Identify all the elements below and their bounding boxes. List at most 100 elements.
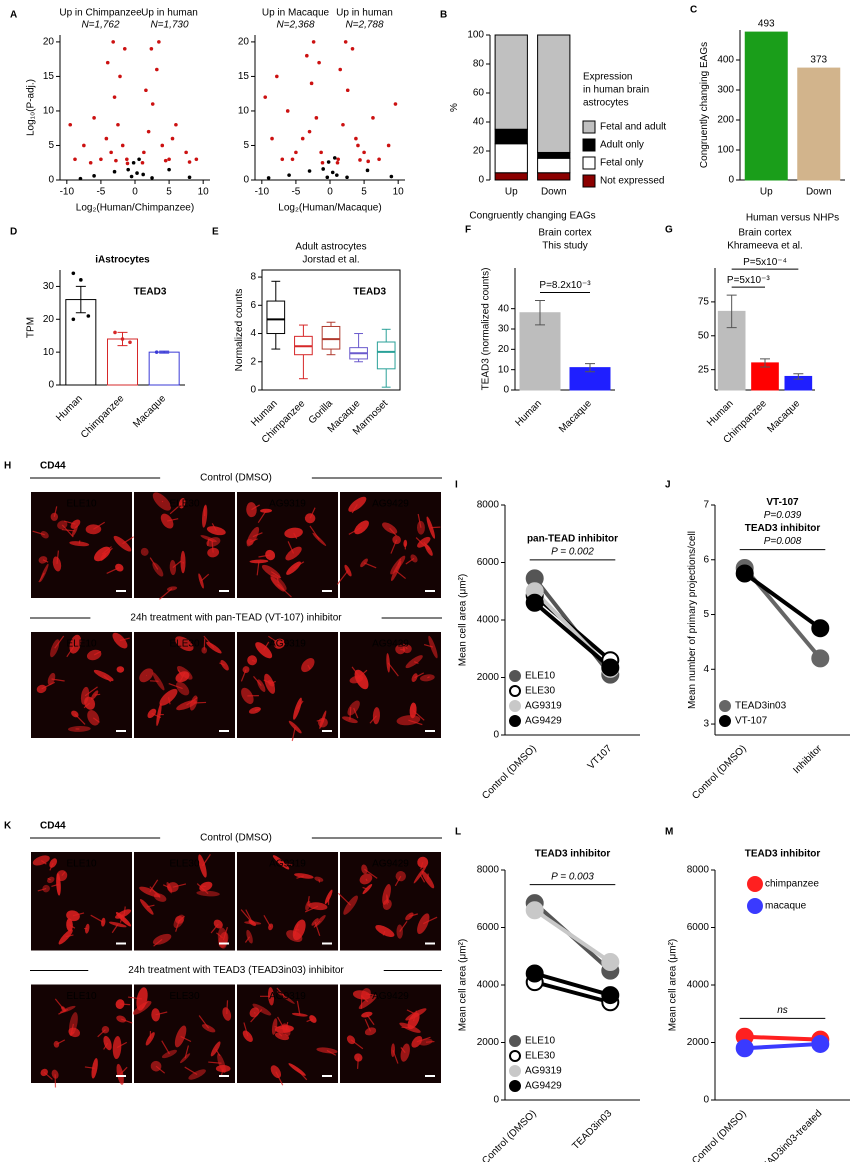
legend-label: VT-107 (735, 716, 768, 727)
y-tick-label: 2000 (687, 1037, 710, 1048)
series-count: N=1,762 (81, 20, 120, 31)
point (263, 95, 268, 99)
legend-marker (509, 670, 521, 682)
bar-segment (537, 151, 571, 159)
cell-process (365, 878, 368, 882)
x-tick-label: -10 (60, 187, 75, 198)
micrograph (340, 984, 441, 1083)
y-tick-label: 20 (43, 37, 55, 48)
bar-segment (537, 157, 571, 174)
point (341, 122, 345, 127)
cell-process (336, 570, 349, 585)
cell-line-label: ELE10 (66, 639, 96, 650)
cell-process (293, 561, 305, 569)
stain-label: CD44 (40, 821, 66, 832)
legend-swatch (582, 138, 596, 152)
cell-process (423, 643, 434, 648)
cell-shape (252, 1003, 272, 1016)
cell-process (399, 920, 408, 932)
y-axis-label: Congruently changing EAGs (699, 42, 710, 168)
cell-process (296, 700, 304, 710)
point (160, 143, 165, 148)
x-tick-label: Control (DMSO) (480, 743, 538, 801)
cell-shape (210, 1041, 221, 1057)
comparison-label: P=5x10⁻⁴ (743, 257, 787, 268)
point (174, 122, 178, 127)
cell-process (90, 914, 104, 923)
cell-process (32, 530, 45, 536)
data-point (86, 314, 91, 318)
point (163, 158, 168, 163)
cell-process (106, 567, 120, 574)
cell-line-label: ELE30 (169, 499, 199, 510)
x-tick-label: Control (DMSO) (690, 743, 748, 801)
panel-letter: H (4, 461, 11, 472)
cell-process (349, 707, 352, 720)
point (150, 102, 155, 106)
cell-process (306, 1018, 314, 1023)
y-tick-label: 80 (473, 59, 485, 70)
cell-process (412, 709, 425, 721)
cell-process (94, 693, 101, 696)
cell-process (181, 639, 185, 644)
data-point (120, 337, 125, 341)
cell-process (201, 854, 211, 867)
cell-line-label: ELE10 (66, 499, 96, 510)
panel-title: TEAD3 inhibitor (745, 849, 821, 860)
legend-label: ELE30 (525, 686, 555, 697)
cell-process (122, 536, 135, 545)
cell-line-label: AG9429 (372, 991, 409, 1002)
comparison-label: P=8.2x10⁻³ (539, 280, 591, 291)
cell-process (116, 1041, 128, 1049)
cell-process (240, 669, 247, 682)
cell-process (128, 996, 143, 1000)
error-bar (75, 285, 86, 314)
point (365, 168, 370, 173)
cell-process (405, 557, 415, 565)
cell-shape (196, 890, 220, 897)
y-axis-label: Mean cell area (μm²) (668, 939, 679, 1031)
cell-process (51, 678, 65, 682)
cell-line-label: AG9319 (269, 859, 306, 870)
cell-process (178, 915, 185, 922)
cell-line-label: AG9319 (269, 639, 306, 650)
y-tick-label: 8000 (477, 865, 500, 876)
annotation: TEAD3 (353, 287, 386, 298)
x-tick-label: 5 (166, 187, 172, 198)
error-bar (726, 294, 737, 329)
cell-process (326, 1049, 337, 1056)
cell-process (97, 1029, 106, 1038)
cell-process (103, 1042, 109, 1050)
legend-label: ELE10 (525, 671, 555, 682)
point (350, 47, 355, 51)
y-tick-label: 15 (238, 71, 250, 82)
panel-letter: C (690, 5, 697, 16)
y-tick-label: 4 (703, 664, 709, 675)
cell-process (251, 659, 256, 663)
point (275, 74, 279, 79)
cell-process (263, 915, 272, 928)
series-line (533, 601, 612, 669)
point (389, 174, 394, 179)
point (118, 74, 122, 79)
series-line (744, 1041, 821, 1051)
cell-process (293, 532, 298, 539)
comparison-label: P=5x10⁻³ (727, 275, 770, 286)
point (109, 150, 113, 155)
y-tick-label: 4000 (477, 615, 500, 626)
cell-process (155, 1011, 168, 1016)
annotation: P = 0.003 (551, 871, 594, 882)
cell-shape (399, 1022, 421, 1033)
legend-label: Not expressed (600, 176, 664, 187)
point (125, 157, 129, 162)
y-tick-label: 0 (48, 380, 54, 391)
series-line (533, 908, 612, 964)
y-tick-label: 6000 (477, 922, 500, 933)
cell-process (387, 662, 399, 677)
cell-process (293, 923, 299, 937)
point (112, 169, 117, 174)
cell-process (357, 1057, 359, 1069)
y-tick-label: 2000 (477, 672, 500, 683)
point (285, 109, 290, 113)
point (141, 172, 145, 177)
